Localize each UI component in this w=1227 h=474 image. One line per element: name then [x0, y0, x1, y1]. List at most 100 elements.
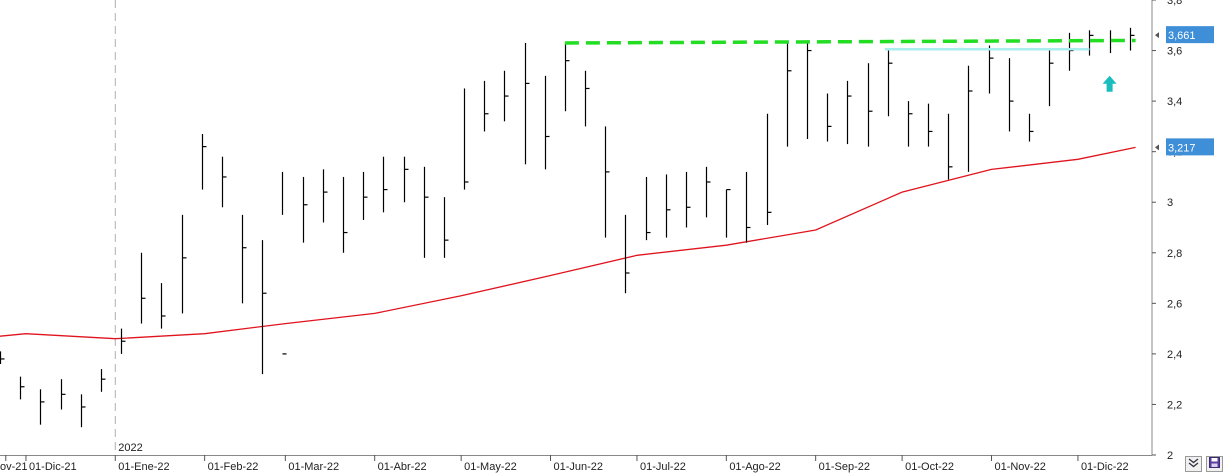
ohlc-bar	[1129, 27, 1135, 51]
ohlc-bar	[584, 70, 590, 127]
ohlc-bar	[1088, 30, 1094, 56]
double-chevron-down-icon	[1188, 457, 1199, 471]
y-tick-label: 3,6	[1167, 46, 1182, 58]
ohlc-bar	[1068, 32, 1074, 71]
x-tick-label: 01-Oct-22	[905, 461, 954, 473]
x-tick-label: 01-Ago-22	[729, 461, 780, 473]
ohlc-bar	[221, 156, 227, 208]
x-tick-label: 01-Jun-22	[554, 461, 604, 473]
x-tick-label: 01-Ene-22	[118, 461, 169, 473]
floppy-disk-icon	[1209, 457, 1220, 471]
ohlc-bar	[887, 50, 893, 117]
y-tick-label: 3,4	[1167, 96, 1182, 108]
ohlc-bar	[281, 171, 287, 355]
x-tick-label: 01-May-22	[464, 461, 517, 473]
ohlc-bar	[907, 101, 913, 147]
ohlc-bar	[120, 328, 126, 354]
y-tick-label: 2,2	[1167, 399, 1182, 411]
x-tick-label: 01-Abr-22	[378, 461, 427, 473]
ohlc-bars-layer	[0, 27, 1135, 428]
year-marker-label: 2022	[118, 442, 142, 454]
ohlc-bar	[483, 80, 489, 132]
ohlc-bar	[806, 40, 812, 140]
ohlc-bar	[524, 42, 530, 165]
x-tick-label: 01-Sep-22	[819, 461, 870, 473]
ohlc-bar	[947, 113, 953, 180]
ohlc-bar	[544, 75, 550, 170]
ohlc-bar	[80, 394, 86, 428]
ohlc-bar	[382, 156, 388, 213]
ohlc-bar	[1008, 58, 1014, 132]
ohlc-bar	[362, 171, 368, 220]
ohlc-bar	[463, 88, 469, 190]
ohlc-bar	[423, 166, 429, 258]
ohlc-bar	[241, 214, 247, 304]
chart-frame	[0, 0, 1153, 456]
price-tag-label: 3,661	[1168, 30, 1196, 42]
ohlc-bar	[19, 376, 25, 400]
ohlc-bar	[302, 176, 308, 243]
y-tick-label: 2,6	[1167, 298, 1182, 310]
ohlc-bar	[988, 45, 994, 94]
price-tag: 3,661	[1155, 26, 1214, 44]
price-tag-label: 3,217	[1168, 142, 1196, 154]
ohlc-bar	[867, 63, 873, 147]
price-tag-pointer	[1155, 144, 1159, 151]
ohlc-bar	[786, 40, 792, 147]
ohlc-bar	[443, 197, 449, 258]
x-tick-label: 01-Nov-22	[994, 461, 1045, 473]
ohlc-bar	[403, 156, 409, 203]
ohlc-bar	[1048, 50, 1054, 107]
ohlc-bar	[100, 369, 106, 392]
price-tag: 3,217	[1155, 138, 1214, 156]
ohlc-bar	[201, 133, 207, 190]
ohlc-bar	[0, 351, 5, 364]
ohlc-bar	[160, 283, 166, 329]
ohlc-bar	[725, 188, 731, 238]
ohlc-bar	[322, 169, 328, 223]
x-tick-label: 01-Feb-22	[208, 461, 259, 473]
ohlc-bar	[705, 166, 711, 218]
ohlc-bar	[39, 389, 45, 425]
ohlc-bar	[624, 214, 630, 294]
ohlc-bar	[60, 379, 66, 410]
ohlc-bar	[342, 176, 348, 253]
collapse-panel-button[interactable]	[1185, 456, 1202, 472]
up-arrow-icon	[1102, 75, 1117, 92]
ohlc-bar	[604, 126, 610, 238]
ohlc-bar	[826, 93, 832, 142]
ohlc-bar	[927, 103, 933, 147]
ohlc-bar	[261, 240, 267, 375]
ohlc-bar	[181, 214, 187, 314]
x-tick-label: 01-Dic-21	[29, 461, 77, 473]
save-button[interactable]	[1206, 456, 1223, 472]
y-tick-label: 2,8	[1167, 248, 1182, 260]
ohlc-bar	[503, 70, 509, 122]
annotations-layer	[564, 38, 1136, 92]
ohlc-bar	[685, 171, 691, 228]
y-tick-label: 3,8	[1167, 0, 1182, 7]
y-tick-label: 2,4	[1167, 349, 1182, 361]
y-tick-label: 2	[1167, 450, 1173, 462]
ohlc-bar	[1028, 113, 1034, 142]
ohlc-bar	[140, 252, 146, 324]
ohlc-bar	[766, 113, 772, 225]
price-tag-pointer	[1155, 32, 1159, 39]
ohlc-bar	[846, 80, 852, 145]
price-tag-box	[1166, 138, 1214, 156]
moving-average-line	[0, 146, 1136, 340]
x-tick-label: ov-21	[0, 461, 28, 473]
x-tick-label: 01-Dic-22	[1081, 461, 1129, 473]
ohlc-bar	[665, 174, 671, 238]
moving-average-layer	[0, 146, 1136, 340]
x-axis: 2022 ov-21 01-Dic-21 01-Ene-22 01-Feb-22 01-M…	[0, 442, 1129, 473]
ohlc-bar	[745, 171, 751, 243]
ohlc-bar	[645, 176, 651, 241]
y-tick-label: 3	[1167, 197, 1173, 209]
ohlc-bar	[564, 42, 570, 112]
ohlc-bar	[967, 65, 973, 172]
price-tag-box	[1166, 26, 1214, 44]
